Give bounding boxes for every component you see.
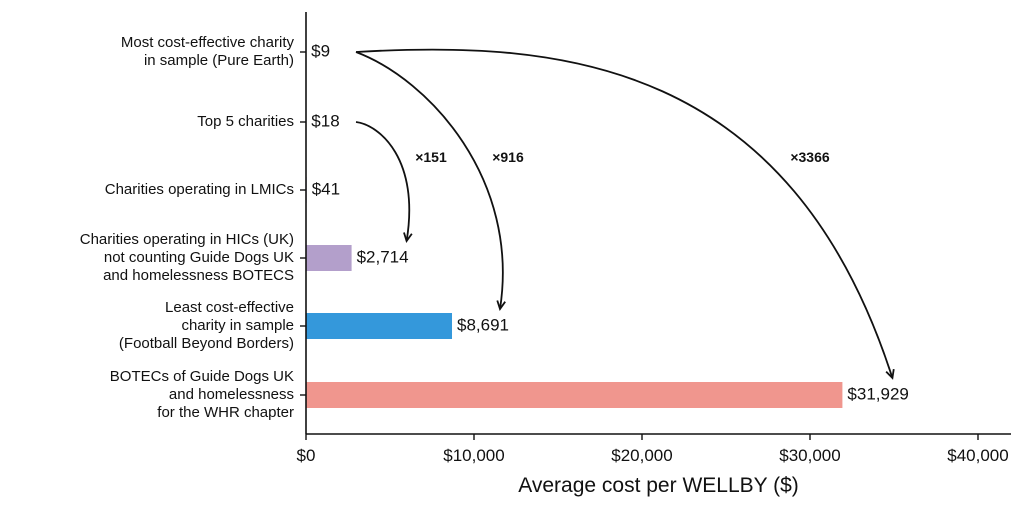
- category-label-5: BOTECs of Guide Dogs UK and homelessness f…: [110, 368, 294, 421]
- x-tick-label-2: $20,000: [611, 446, 672, 465]
- arrow-x916: [355, 51, 506, 311]
- category-label-2: Charities operating in LMICs: [105, 181, 294, 198]
- category-label-0: Most cost-effective charity in sample (Pu…: [121, 34, 295, 69]
- x-tick-label-1: $10,000: [443, 446, 504, 465]
- category-label-1: Top 5 charities: [197, 113, 294, 130]
- value-label-2: $41: [312, 179, 340, 198]
- category-label-4: Least cost-effective charity in sample (Fo…: [119, 299, 294, 352]
- bar-4: [306, 313, 453, 339]
- value-label-1: $18: [311, 111, 339, 130]
- arrow-x916-label: ×916: [492, 149, 524, 165]
- arrow-x3366: [355, 48, 895, 380]
- value-label-0: $9: [311, 41, 330, 60]
- value-label-3: $2,714: [357, 247, 409, 266]
- arrow-x151: [355, 121, 413, 243]
- x-tick-label-4: $40,000: [947, 446, 1008, 465]
- bar-3: [306, 245, 352, 271]
- category-label-3: Charities operating in HICs (UK) not coun…: [80, 231, 294, 284]
- x-axis-title: Average cost per WELLBY ($): [518, 474, 799, 497]
- arrow-x3366-label: ×3366: [790, 149, 830, 165]
- value-label-5: $31,929: [847, 384, 908, 403]
- x-tick-label-0: $0: [297, 446, 316, 465]
- x-tick-label-3: $30,000: [779, 446, 840, 465]
- value-label-4: $8,691: [457, 315, 509, 334]
- arrow-x151-label: ×151: [415, 149, 447, 165]
- bar-5: [306, 382, 843, 408]
